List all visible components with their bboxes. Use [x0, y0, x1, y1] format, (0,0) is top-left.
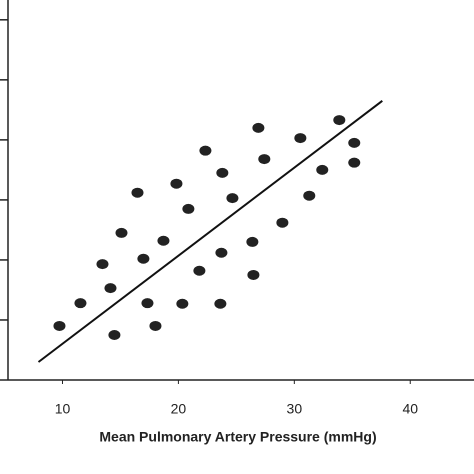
point	[215, 247, 228, 258]
x-tick-label: 10	[55, 401, 71, 417]
point	[303, 190, 316, 201]
x-tick-label: 30	[287, 401, 303, 417]
point	[157, 235, 170, 246]
point	[316, 164, 329, 175]
point	[214, 298, 227, 309]
point	[108, 329, 121, 340]
x-tick-label: 40	[402, 401, 418, 417]
fit-line	[37, 100, 383, 363]
x-axis-title: Mean Pulmonary Artery Pressure (mmHg)	[99, 429, 376, 445]
point	[216, 167, 229, 178]
point	[348, 157, 361, 168]
point	[137, 253, 150, 264]
x-tick-label: 20	[171, 401, 187, 417]
point	[276, 217, 289, 228]
point	[96, 259, 109, 270]
point	[176, 298, 189, 309]
point	[74, 298, 87, 309]
point	[141, 298, 154, 309]
point	[252, 122, 265, 133]
point	[247, 269, 260, 280]
point	[104, 283, 117, 294]
point	[199, 145, 212, 156]
point	[246, 236, 259, 247]
point	[294, 133, 307, 144]
point	[333, 115, 346, 126]
point	[170, 178, 183, 189]
point	[182, 203, 195, 214]
point	[131, 187, 144, 198]
point	[193, 265, 206, 276]
point	[53, 320, 66, 331]
point	[258, 154, 271, 165]
point	[226, 193, 239, 204]
point	[348, 137, 361, 148]
point	[115, 227, 128, 238]
point	[149, 320, 162, 331]
